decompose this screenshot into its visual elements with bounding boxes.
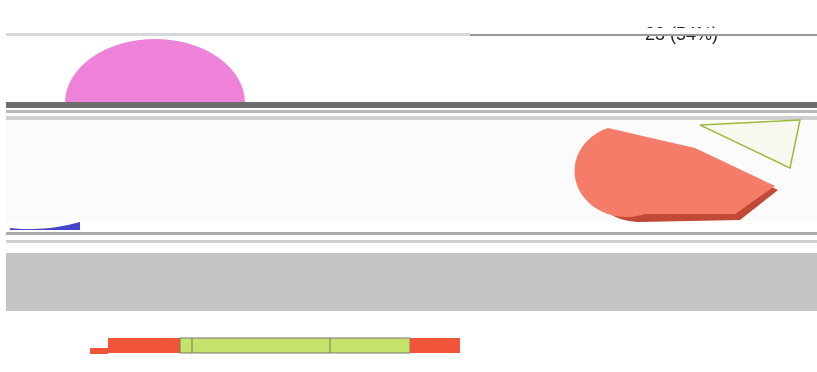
bar-fragment — [90, 348, 108, 354]
band — [6, 240, 817, 243]
pie-slice — [10, 222, 80, 230]
band — [6, 110, 817, 113]
band — [6, 33, 470, 36]
band — [470, 34, 817, 36]
band — [6, 232, 817, 235]
pie-slice — [699, 119, 801, 170]
pie-slice — [574, 128, 775, 218]
bar-segment — [108, 338, 180, 353]
band-mask — [0, 28, 817, 36]
bar-segment — [410, 338, 460, 353]
bar-segment — [179, 337, 411, 354]
band — [6, 116, 817, 120]
gray-panel — [6, 253, 817, 311]
pie-slice — [65, 39, 245, 103]
band — [6, 102, 817, 108]
